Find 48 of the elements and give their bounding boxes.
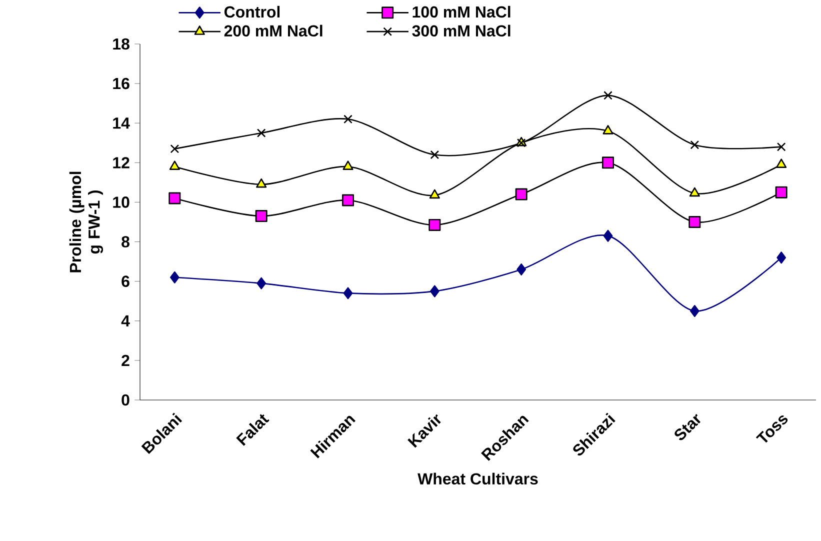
y-tick-label: 10: [113, 196, 130, 208]
y-tick-label: 8: [122, 236, 130, 248]
point: [256, 277, 266, 290]
y-tick-label: 12: [113, 157, 130, 168]
point: [602, 125, 614, 134]
point: [516, 263, 526, 276]
point: [602, 156, 614, 169]
legend-label: 200 mM NaCl: [224, 24, 322, 37]
point: [255, 210, 268, 222]
point: [603, 230, 613, 242]
point: [343, 287, 353, 300]
point: [690, 304, 700, 317]
point: [515, 188, 528, 200]
point: [776, 252, 786, 264]
x-tick-label: Star: [674, 414, 700, 440]
point: [342, 194, 354, 206]
y-tick-label: 18: [113, 38, 130, 50]
point: [776, 142, 786, 152]
point: [689, 187, 700, 197]
x-tick-label: Toss: [756, 415, 788, 443]
point: [776, 158, 787, 168]
point: [344, 114, 352, 124]
y-tick-label: 2: [122, 354, 130, 366]
point: [256, 178, 267, 188]
point: [168, 192, 181, 204]
point: [430, 285, 440, 298]
y-tick-label: 14: [113, 118, 130, 129]
y-axis-title: Proline (µmol g FW-1 ): [69, 172, 104, 272]
point: [169, 160, 180, 170]
y-tick-label: 6: [122, 276, 130, 287]
legend-label: Control: [224, 6, 280, 18]
y-tick-label: 0: [122, 394, 130, 406]
point: [775, 186, 788, 198]
point: [428, 218, 441, 231]
point: [429, 189, 440, 199]
legend-label: 100 mM NaCl: [412, 6, 510, 18]
point: [342, 160, 354, 170]
point: [256, 128, 266, 138]
point: [690, 140, 700, 150]
point: [430, 150, 440, 160]
y-tick-label: 16: [113, 78, 130, 90]
point: [604, 90, 612, 100]
point: [170, 271, 180, 284]
point: [170, 144, 180, 154]
x-axis-title: Wheat Cultivars: [418, 472, 538, 485]
legend-label: 300 mM NaCl: [412, 24, 510, 37]
point: [688, 216, 701, 228]
y-tick-label: 4: [121, 315, 130, 326]
